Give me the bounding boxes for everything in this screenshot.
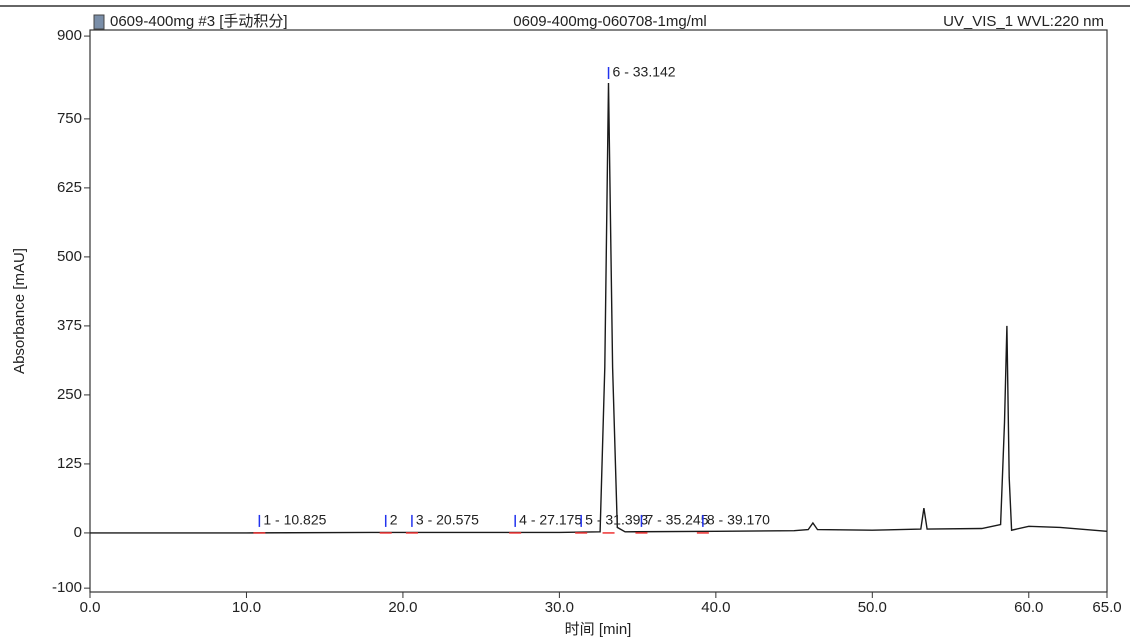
chart-title: 0609-400mg-060708-1mg/ml <box>513 13 706 30</box>
x-tick-label: 60.0 <box>1014 599 1043 616</box>
trace <box>90 82 1108 534</box>
y-tick-label: -100 <box>52 579 82 596</box>
peak-label: 8 - 39.170 <box>707 512 770 528</box>
peak-label: 7 - 35.245 <box>645 512 708 528</box>
x-tick-label: 20.0 <box>388 599 417 616</box>
peak-label: 3 - 20.575 <box>416 512 479 528</box>
y-tick-label: 125 <box>57 455 82 472</box>
y-tick-label: 250 <box>57 386 82 403</box>
y-tick-label: 750 <box>57 110 82 127</box>
x-tick-label: 40.0 <box>701 599 730 616</box>
y-tick-label: 500 <box>57 248 82 265</box>
peak-label: 5 - 31.393 <box>585 512 648 528</box>
peak-label: 6 - 33.142 <box>613 64 676 80</box>
plot-frame <box>89 29 1108 593</box>
y-axis-label: Absorbance [mAU] <box>11 248 28 374</box>
x-tick-label: 65.0 <box>1092 599 1121 616</box>
x-tick-label: 50.0 <box>858 599 887 616</box>
x-tick-label: 10.0 <box>232 599 261 616</box>
y-tick-label: 375 <box>57 317 82 334</box>
peak-label: 4 - 27.175 <box>519 512 582 528</box>
file-icon <box>93 14 105 30</box>
y-tick-label: 625 <box>57 179 82 196</box>
x-tick-label: 0.0 <box>80 599 101 616</box>
peak-label: 2 <box>390 512 398 528</box>
x-tick-label: 30.0 <box>545 599 574 616</box>
title-left: 0609-400mg #3 [手动积分] <box>110 13 288 30</box>
title-right: UV_VIS_1 WVL:220 nm <box>943 13 1104 30</box>
x-axis-label: 时间 [min] <box>565 621 632 638</box>
peak-label: 1 - 10.825 <box>263 512 326 528</box>
y-tick-label: 900 <box>57 27 82 44</box>
y-tick-label: 0 <box>74 524 82 541</box>
